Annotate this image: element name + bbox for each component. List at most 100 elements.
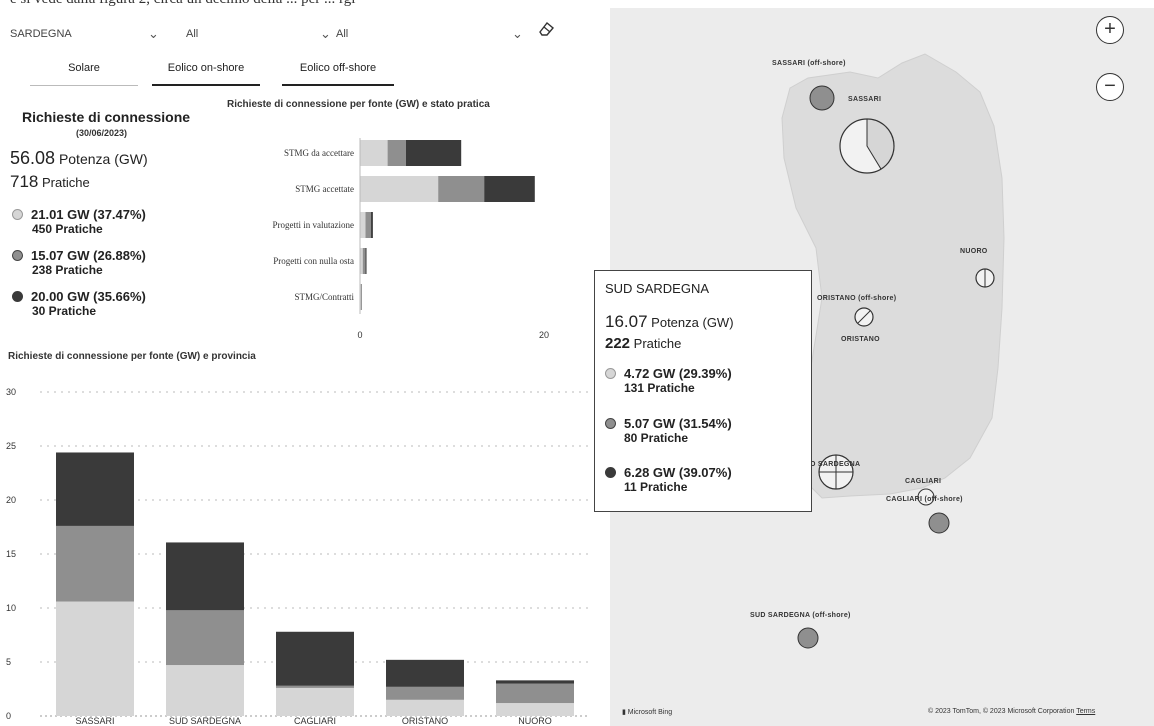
source-tabs: Solare Eolico on-shore Eolico off-shore	[0, 62, 600, 90]
y-tick-label: 25	[6, 441, 16, 451]
status-bar-segment	[360, 176, 439, 202]
kpi-source-onshore: 15.07 GW (26.88%) 238 Pratiche	[12, 248, 146, 277]
tooltip-power-label: Potenza (GW)	[651, 315, 734, 330]
kpi-count: 718 Pratiche	[10, 172, 90, 192]
province-bar-segment	[166, 542, 244, 611]
category-label: ORISTANO	[402, 716, 448, 726]
province-filter[interactable]: All ⌄	[186, 24, 336, 46]
category-label: STMG accettate	[295, 184, 354, 194]
tooltip-row-line: 6.28 GW (39.07%)	[624, 465, 732, 480]
tab-eolico-offshore[interactable]: Eolico off-shore	[282, 62, 394, 86]
tab-eolico-onshore[interactable]: Eolico on-shore	[152, 62, 260, 86]
cagliari-pie[interactable]	[917, 488, 935, 506]
category-label: NUORO	[518, 716, 552, 726]
province-bar-segment	[386, 686, 464, 700]
province-bar-segment	[276, 687, 354, 716]
tab-eolico-onshore-label: Eolico on-shore	[167, 62, 245, 74]
tooltip-title: SUD SARDEGNA	[605, 281, 710, 296]
sassari-pie[interactable]	[839, 118, 895, 174]
kpi-title: Richieste di connessione	[22, 109, 191, 125]
status-bar-segment	[406, 140, 462, 166]
status-bar-segment	[387, 140, 406, 166]
kpi-source-line: 20.00 GW (35.66%)	[31, 289, 146, 304]
nuoro-pie[interactable]	[975, 268, 995, 288]
zoom-out-button[interactable]: −	[1096, 73, 1124, 101]
category-label: Progetti in valutazione	[273, 220, 354, 230]
tab-eolico-offshore-label: Eolico off-shore	[299, 62, 377, 74]
province-bar-segment	[56, 601, 134, 716]
province-filter-value: All	[186, 28, 199, 40]
sardinia-land	[781, 53, 1005, 499]
province-bar-segment	[386, 699, 464, 716]
light-dot-icon	[12, 209, 23, 220]
tab-solare[interactable]: Solare	[30, 62, 138, 86]
status-bar-segment	[365, 248, 367, 274]
map-label: CAGLIARI	[905, 478, 942, 485]
category-label: Progetti con nulla osta	[273, 256, 354, 266]
category-label: SUD SARDEGNA	[169, 716, 241, 726]
map-label: ORISTANO (off-shore)	[817, 295, 897, 302]
kpi-power: 56.08 Potenza (GW)	[10, 148, 148, 169]
dark-dot-icon	[605, 467, 616, 478]
map-terms-link[interactable]: Terms	[1076, 708, 1096, 715]
map-label: SASSARI (off-shore)	[772, 60, 846, 67]
kpi-count-value: 718	[10, 172, 39, 191]
tooltip-row-line: 5.07 GW (31.54%)	[624, 416, 732, 431]
x-tick-label: 0	[357, 330, 362, 340]
category-label: STMG da accettare	[284, 148, 354, 158]
province-bar-segment	[166, 610, 244, 666]
cagliari-offshore-pie[interactable]	[928, 512, 950, 534]
region-filter[interactable]: SARDEGNA ⌄	[10, 24, 170, 46]
status-bar-segment	[362, 248, 366, 274]
region-filter-value: SARDEGNA	[10, 28, 72, 40]
status-bar-segment	[360, 248, 363, 274]
tooltip-row-onshore: 5.07 GW (31.54%) 80 Pratiche	[605, 416, 732, 445]
status-bar-segment	[360, 212, 366, 238]
light-dot-icon	[605, 368, 616, 379]
kpi-source-solare: 21.01 GW (37.47%) 450 Pratiche	[12, 207, 146, 236]
kpi-power-value: 56.08	[10, 148, 56, 168]
tooltip-count-label: Pratiche	[633, 336, 682, 351]
context-text: e si vede dalla figura 2, circa un decim…	[10, 0, 355, 8]
map-label: SUD SARDEGNA (off-shore)	[750, 612, 851, 619]
eraser-icon[interactable]	[537, 20, 555, 38]
tooltip-row-sub: 80 Pratiche	[624, 431, 689, 445]
status-filter[interactable]: All ⌄	[336, 24, 526, 46]
y-tick-label: 10	[6, 603, 16, 613]
tab-solare-label: Solare	[68, 62, 100, 74]
tooltip-power: 16.07 Potenza (GW)	[605, 312, 734, 332]
kpi-date: (30/06/2023)	[76, 128, 128, 138]
status-bar-segment	[484, 176, 535, 202]
chevron-down-icon[interactable]: ⌄	[512, 26, 523, 41]
chevron-down-icon[interactable]: ⌄	[320, 26, 331, 41]
status-bar-segment	[438, 176, 485, 202]
sud-sardegna-pie[interactable]	[818, 454, 854, 490]
sassari-offshore-pie[interactable]	[809, 85, 835, 111]
tooltip-power-value: 16.07	[605, 312, 648, 331]
map-credit-right: © 2023 TomTom, © 2023 Microsoft Corporat…	[928, 708, 1095, 715]
report-panel: SARDEGNA ⌄ All ⌄ All ⌄ Solare Eolico on-…	[0, 8, 600, 726]
status-bar-segment	[371, 212, 373, 238]
tab-underline	[282, 84, 394, 86]
tooltip-row-line: 4.72 GW (29.39%)	[624, 366, 732, 381]
sud-sardegna-offshore-pie[interactable]	[797, 627, 819, 649]
x-tick-label: 20	[539, 330, 549, 340]
map-label: CAGLIARI (off-shore)	[886, 496, 963, 503]
oristano-pie[interactable]	[854, 307, 874, 327]
province-bar-segment	[56, 452, 134, 526]
kpi-power-label: Potenza (GW)	[58, 151, 148, 167]
status-bar-chart: STMG da accettare STMG accettate Progetti …	[273, 138, 549, 340]
map-label: NUORO	[960, 248, 988, 255]
map-canvas[interactable]	[610, 8, 1154, 726]
medium-dot-icon	[12, 250, 23, 261]
tooltip-row-solare: 4.72 GW (29.39%) 131 Pratiche	[605, 366, 732, 395]
kpi-source-sub: 450 Pratiche	[32, 222, 103, 236]
chevron-down-icon[interactable]: ⌄	[148, 26, 159, 41]
y-tick-label: 15	[6, 549, 16, 559]
zoom-in-button[interactable]: +	[1096, 16, 1124, 44]
y-tick-label: 20	[6, 495, 16, 505]
tooltip-row-sub: 11 Pratiche	[624, 480, 688, 494]
tab-underline	[30, 85, 138, 86]
kpi-source-line: 21.01 GW (37.47%)	[31, 207, 146, 222]
map-label: SUD SARDEGNA	[800, 461, 861, 468]
